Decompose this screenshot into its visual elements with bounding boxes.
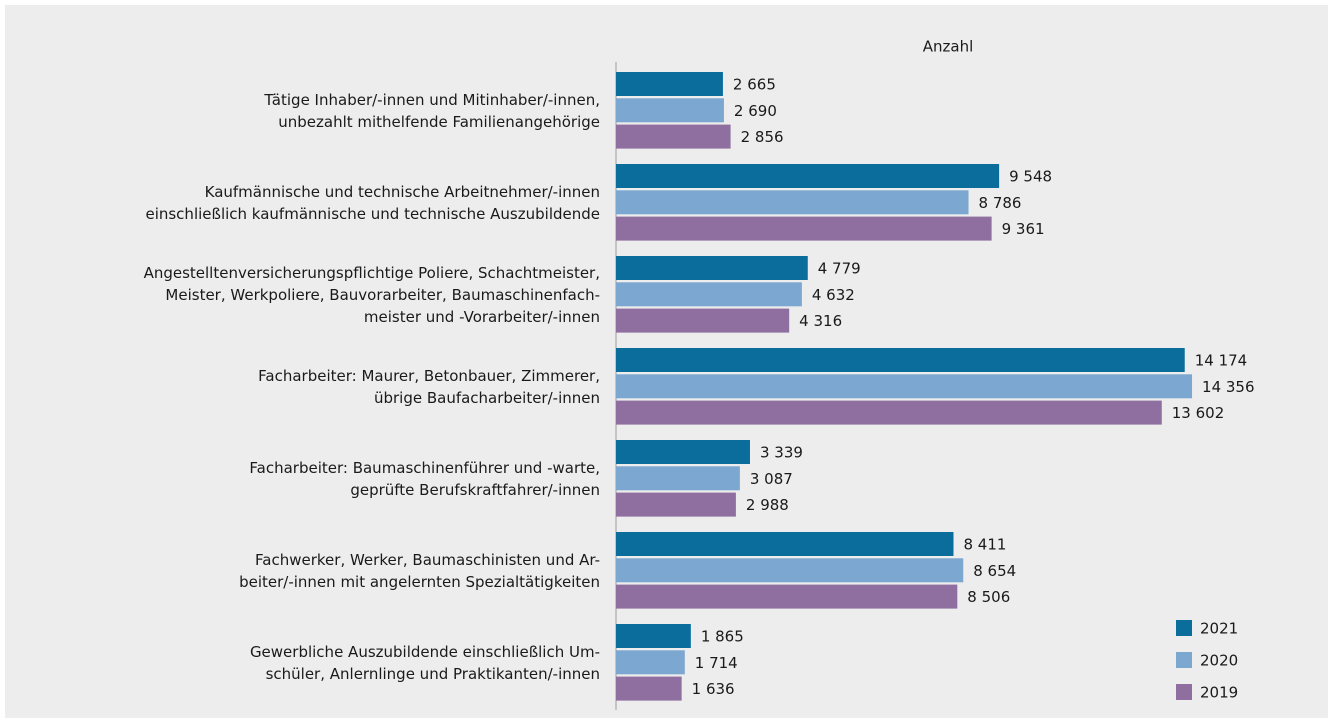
value-label: 2 690 bbox=[734, 102, 777, 120]
value-label: 4 632 bbox=[812, 286, 855, 304]
bar bbox=[616, 466, 740, 491]
value-label: 8 786 bbox=[979, 194, 1022, 212]
value-label: 4 779 bbox=[818, 260, 861, 278]
legend-swatch bbox=[1176, 684, 1192, 700]
bar bbox=[616, 98, 724, 123]
category-label: Meister, Werkpoliere, Bauvorarbeiter, Ba… bbox=[165, 286, 600, 304]
bar bbox=[616, 72, 723, 96]
legend-label: 2020 bbox=[1200, 652, 1238, 670]
bar bbox=[616, 650, 685, 675]
bar bbox=[616, 216, 992, 241]
value-label: 8 506 bbox=[967, 588, 1010, 606]
bar bbox=[616, 374, 1193, 399]
value-label: 8 411 bbox=[963, 536, 1006, 554]
category-label: Kaufmännische und technische Arbeitnehme… bbox=[205, 183, 600, 201]
value-label: 2 856 bbox=[741, 128, 784, 146]
value-label: 1 865 bbox=[701, 628, 744, 646]
value-label: 9 548 bbox=[1009, 168, 1052, 186]
legend-swatch bbox=[1176, 652, 1192, 668]
category-label: Facharbeiter: Baumaschinenführer und -wa… bbox=[249, 459, 600, 477]
bar bbox=[616, 164, 1000, 188]
bar bbox=[616, 584, 958, 609]
value-label: 2 988 bbox=[746, 496, 789, 514]
bar bbox=[616, 124, 731, 149]
bar bbox=[616, 256, 808, 280]
value-label: 3 087 bbox=[750, 470, 793, 488]
value-label: 8 654 bbox=[973, 562, 1016, 580]
category-label: beiter/-innen mit angelernten Spezialtät… bbox=[239, 573, 600, 591]
bar bbox=[616, 624, 691, 648]
value-label: 9 361 bbox=[1002, 220, 1045, 238]
bar bbox=[616, 676, 682, 701]
category-label: meister und -Vorarbeiter/-innen bbox=[364, 308, 600, 326]
value-label: 2 665 bbox=[733, 76, 776, 94]
bar bbox=[616, 400, 1162, 425]
category-label: unbezahlt mithelfende Familienangehörige bbox=[278, 113, 600, 131]
bar bbox=[616, 348, 1185, 372]
bar bbox=[616, 190, 969, 215]
value-label: 13 602 bbox=[1172, 404, 1225, 422]
legend-swatch bbox=[1176, 620, 1192, 636]
category-label: Gewerbliche Auszubildende einschließlich… bbox=[250, 643, 600, 661]
category-label: Angestelltenversicherungspflichtige Poli… bbox=[144, 264, 600, 282]
legend-label: 2021 bbox=[1200, 620, 1238, 638]
value-label: 4 316 bbox=[799, 312, 842, 330]
category-label: übrige Baufacharbeiter/-innen bbox=[374, 389, 600, 407]
bar bbox=[616, 440, 750, 464]
bar bbox=[616, 282, 802, 307]
value-label: 3 339 bbox=[760, 444, 803, 462]
axis-title: Anzahl bbox=[923, 38, 974, 56]
bar bbox=[616, 492, 736, 517]
bar bbox=[616, 308, 790, 333]
category-label: schüler, Anlernlinge und Praktikanten/-i… bbox=[266, 665, 600, 683]
value-label: 1 714 bbox=[695, 654, 738, 672]
value-label: 14 174 bbox=[1195, 352, 1248, 370]
category-label: Fachwerker, Werker, Baumaschinisten und … bbox=[255, 551, 600, 569]
category-label: Tätige Inhaber/-innen und Mitinhaber/-in… bbox=[263, 91, 600, 109]
legend-label: 2019 bbox=[1200, 684, 1238, 702]
category-label: Facharbeiter: Maurer, Betonbauer, Zimmer… bbox=[258, 367, 600, 385]
category-label: einschließlich kaufmännische und technis… bbox=[145, 205, 600, 223]
bar bbox=[616, 558, 964, 583]
category-label: geprüfte Berufskraftfahrer/-innen bbox=[350, 481, 600, 499]
value-label: 1 636 bbox=[692, 680, 735, 698]
bar bbox=[616, 532, 954, 556]
value-label: 14 356 bbox=[1202, 378, 1255, 396]
